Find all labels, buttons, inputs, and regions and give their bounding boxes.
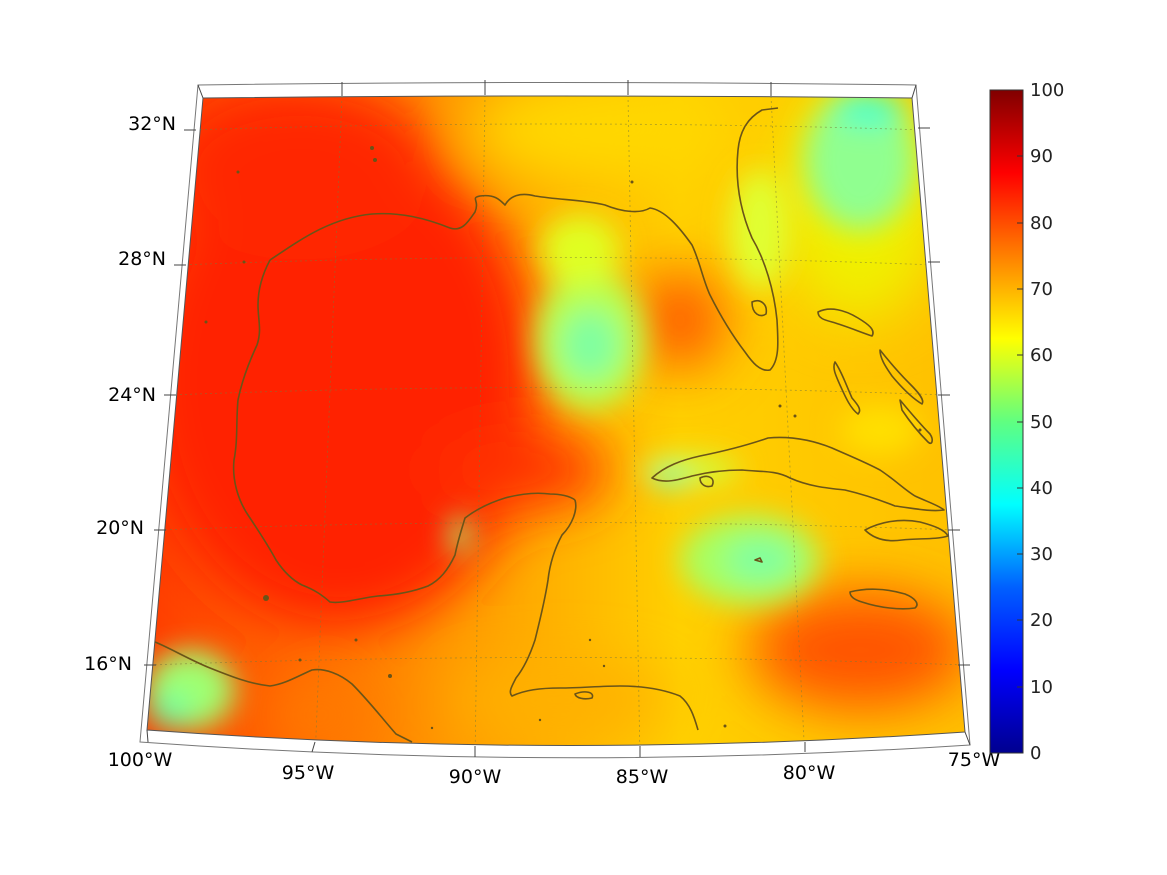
colorbar-label-80: 80 (1030, 213, 1053, 234)
bahamas-abaco (817, 308, 874, 337)
colorbar-label-100: 100 (1030, 80, 1064, 101)
latitude-labels: 32°N 28°N 24°N 20°N 16°N (84, 113, 176, 675)
heat-field (147, 96, 965, 746)
colorbar-label-0: 0 (1030, 743, 1041, 764)
map-outer-frame (139, 82, 971, 759)
bahamas-long-island (899, 399, 933, 445)
colorbar: 100 90 80 70 60 50 40 30 20 10 0 (989, 80, 1064, 764)
lon-label-75: 75°W (948, 749, 1001, 771)
hispaniola (864, 519, 949, 542)
lon-label-80: 80°W (783, 762, 836, 784)
colorbar-label-90: 90 (1030, 146, 1053, 167)
lat-label-20: 20°N (96, 517, 144, 539)
lon-label-95: 95°W (282, 762, 335, 784)
lake-nicaragua-hint (574, 691, 594, 700)
coastlines (154, 107, 949, 743)
lon-label-90: 90°W (449, 766, 502, 788)
colorbar-label-20: 20 (1030, 610, 1053, 631)
frame-ticks (144, 80, 971, 757)
lake-okeechobee (751, 299, 768, 317)
lat-label-28: 28°N (118, 248, 166, 270)
lon-label-85: 85°W (616, 766, 669, 788)
colorbar-label-10: 10 (1030, 677, 1053, 698)
colorbar-ticks (1017, 89, 1023, 754)
gulf-coast-usa (269, 107, 779, 372)
colorbar-label-40: 40 (1030, 478, 1053, 499)
jamaica (849, 588, 918, 610)
pacific-coast (154, 641, 413, 743)
map-frame (146, 95, 966, 747)
colorbar-label-30: 30 (1030, 544, 1053, 565)
yucatan-central-america-coast (509, 499, 699, 731)
longitude-labels: 100°W 95°W 90°W 85°W 80°W 75°W (108, 749, 1001, 788)
graticule (149, 96, 965, 746)
cayman-islands (754, 557, 763, 563)
cuba (651, 436, 945, 512)
lon-label-100: 100°W (108, 749, 173, 771)
colorbar-label-50: 50 (1030, 412, 1053, 433)
lat-label-32: 32°N (128, 113, 176, 135)
bahamas-andros (833, 361, 861, 415)
colorbar-label-60: 60 (1030, 345, 1053, 366)
texas-mexico-gulf-coast (232, 259, 576, 604)
isla-juventud (699, 475, 714, 488)
small-islands (204, 146, 922, 730)
lat-label-24: 24°N (108, 384, 156, 406)
lat-label-16: 16°N (84, 653, 132, 675)
bahamas-eleuthera (879, 349, 924, 405)
colorbar-label-70: 70 (1030, 279, 1053, 300)
